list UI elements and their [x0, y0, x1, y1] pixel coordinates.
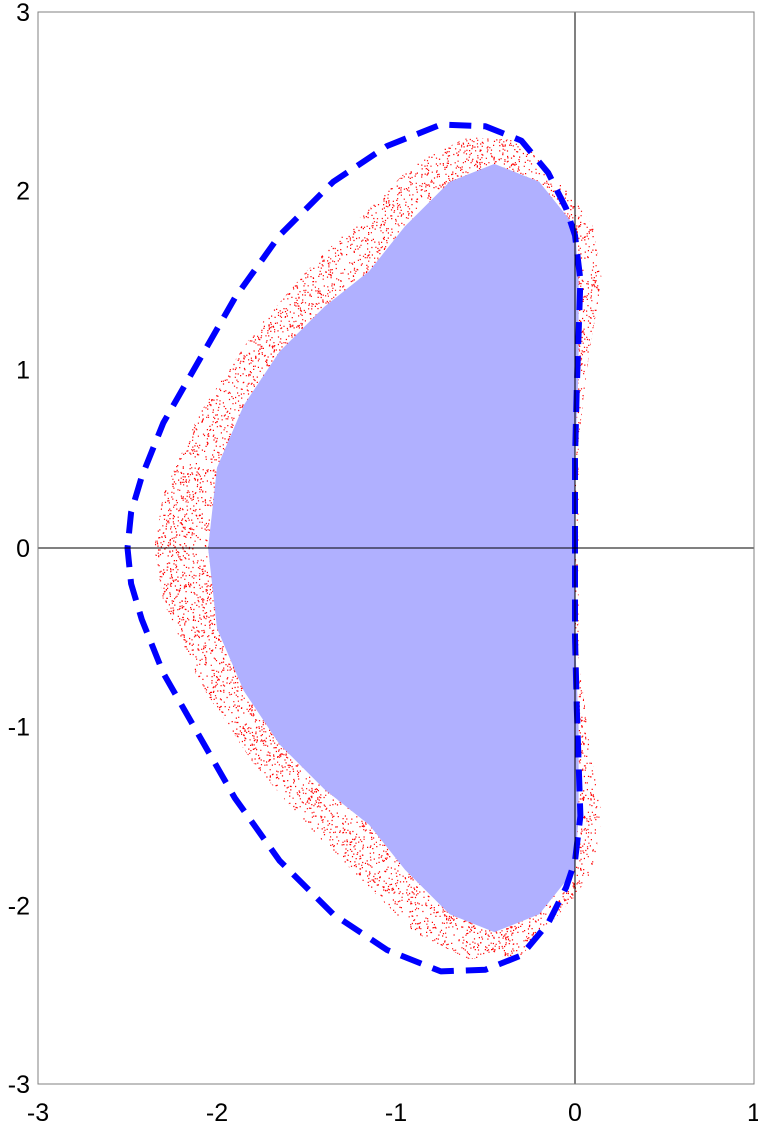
y-tick-label: 1 [16, 356, 30, 384]
x-tick-label: -3 [27, 1099, 49, 1127]
y-tick-label: -2 [8, 892, 30, 920]
x-tick-label: 1 [747, 1099, 758, 1127]
tick-labels-layer: -3 -2 -1 0 1 -3 -2 -1 0 1 2 3 [8, 0, 758, 1127]
y-tick-label: -3 [8, 1071, 30, 1099]
y-tick-label: 3 [16, 0, 30, 27]
x-tick-label: -1 [385, 1099, 407, 1127]
x-tick-label: -2 [206, 1099, 228, 1127]
y-tick-label: 0 [16, 535, 30, 563]
zero-axes-layer [38, 12, 754, 1084]
plot-frame [37, 11, 755, 1085]
y-tick-label: 2 [16, 178, 30, 206]
x-tick-label: 0 [568, 1099, 582, 1127]
y-tick-label: -1 [8, 714, 30, 742]
